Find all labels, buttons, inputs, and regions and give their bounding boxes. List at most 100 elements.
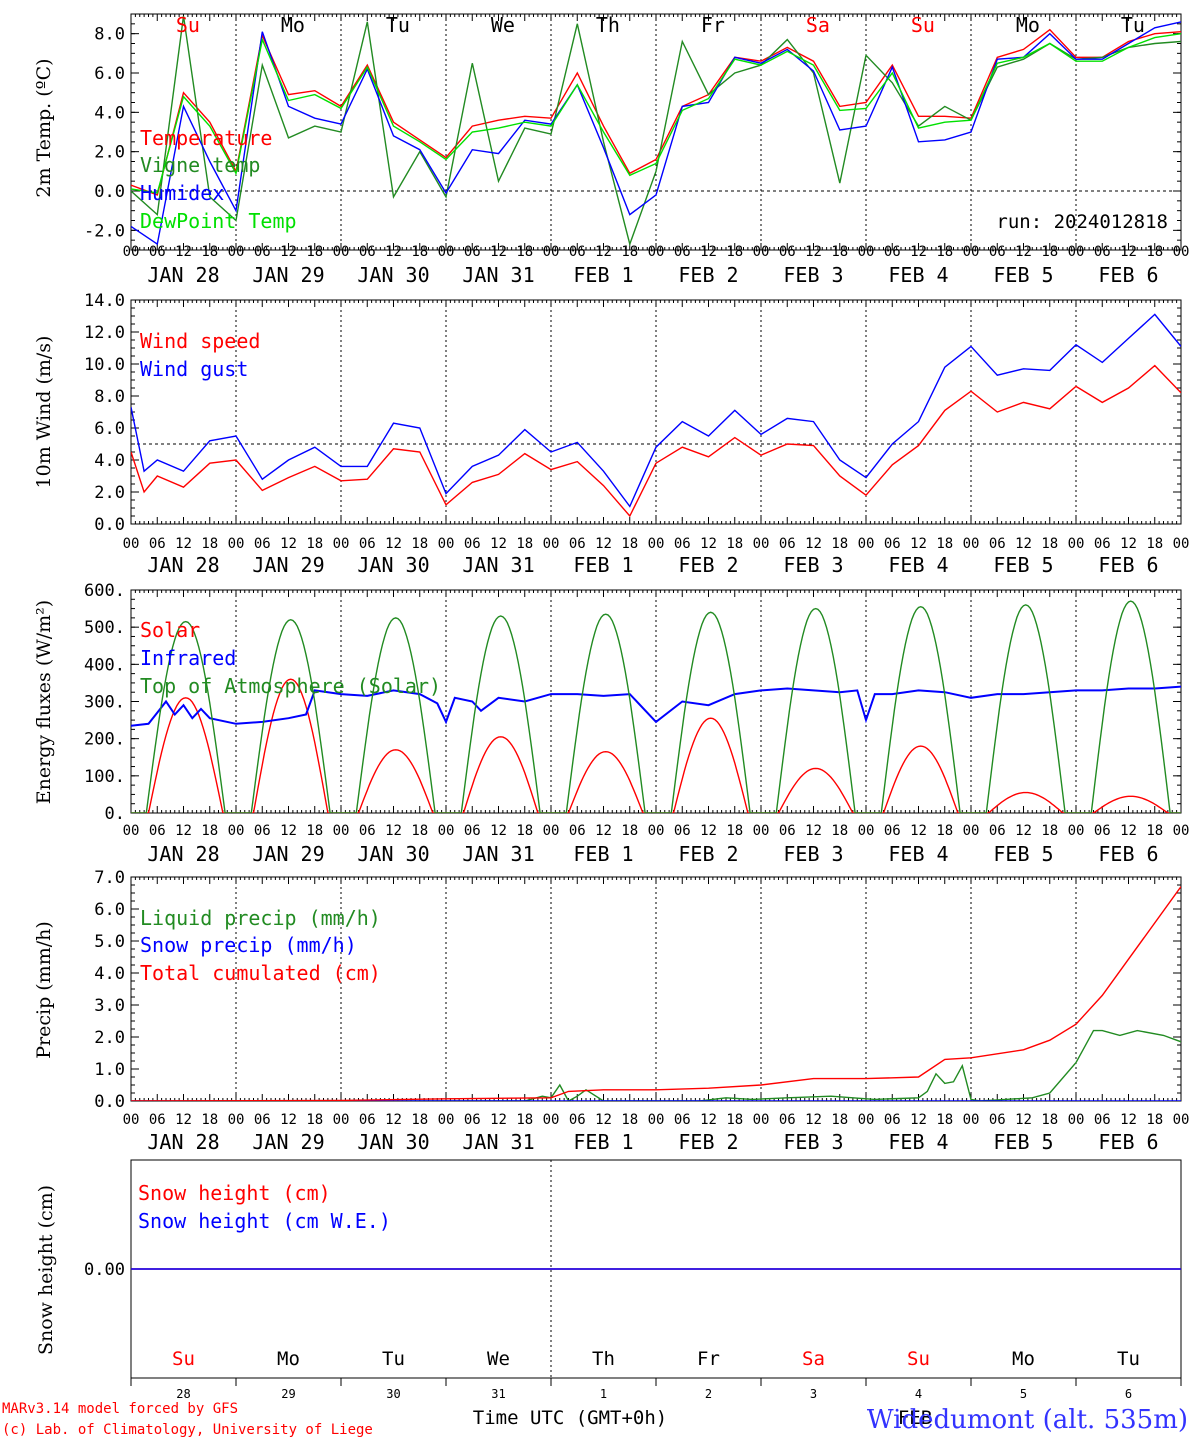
x-tick-label: 00: [648, 536, 665, 552]
x-tick-label: 06: [884, 536, 901, 552]
x-tick-label: 18: [831, 823, 848, 839]
x-tick-label: 12: [910, 244, 927, 260]
x-tick-label: 18: [306, 823, 323, 839]
weekday-label: Sa: [806, 13, 830, 37]
day-number: 4: [915, 1387, 922, 1401]
x-tick-label: 00: [1173, 536, 1190, 552]
x-tick-label: 06: [254, 1112, 271, 1128]
y-tick-label: 6.0: [94, 419, 125, 439]
x-tick-label: 18: [1146, 823, 1163, 839]
x-tick-label: 12: [490, 823, 507, 839]
x-tick-label: 06: [254, 536, 271, 552]
x-tick-label: 18: [621, 823, 638, 839]
x-tick-label: 06: [884, 823, 901, 839]
x-tick-label: 06: [149, 823, 166, 839]
x-tick-label: 06: [989, 536, 1006, 552]
x-tick-label: 00: [963, 1112, 980, 1128]
x-tick-label: 06: [569, 1112, 586, 1128]
x-tick-label: 00: [543, 536, 560, 552]
series-line-wind-speed: [131, 364, 1181, 518]
x-tick-label: 00: [858, 823, 875, 839]
x-tick-label: 18: [1146, 536, 1163, 552]
x-tick-label: 12: [1015, 536, 1032, 552]
x-tick-label: 00: [543, 244, 560, 260]
legend-entry: Vigne temp: [140, 153, 260, 177]
x-tick-label: 18: [516, 536, 533, 552]
day-label: JAN 30: [357, 1130, 429, 1154]
day-label: JAN 31: [462, 842, 534, 866]
x-tick-label: 00: [858, 244, 875, 260]
day-label: FEB 2: [678, 263, 738, 287]
x-tick-label: 06: [149, 536, 166, 552]
x-tick-label: 06: [569, 244, 586, 260]
x-tick-label: 12: [700, 823, 717, 839]
day-label: FEB 4: [888, 1130, 948, 1154]
legend-entry: Wind speed: [140, 329, 260, 353]
x-tick-label: 00: [858, 536, 875, 552]
weekday-label: Sa: [802, 1348, 825, 1370]
x-tick-label: 00: [333, 1112, 350, 1128]
legend-entry: DewPoint Temp: [140, 209, 297, 233]
x-tick-label: 18: [936, 823, 953, 839]
x-tick-label: 12: [805, 536, 822, 552]
panel-snow: 0.00 Snow height (cm) Snow height (cm) Snow…: [35, 1159, 1182, 1401]
y-tick-label: 12.0: [84, 323, 125, 343]
y-tick-label: 8.0: [94, 387, 125, 407]
series-line-humidex: [131, 21, 1181, 246]
x-tick-label: 12: [595, 244, 612, 260]
x-tick-label: 00: [333, 536, 350, 552]
y-axis-label: Precip (mm/h): [33, 921, 55, 1059]
x-tick-label: 06: [149, 1112, 166, 1128]
x-tick-label: 18: [936, 244, 953, 260]
x-tick-label: 00: [1068, 536, 1085, 552]
y-tick-label: 8.0: [94, 25, 125, 45]
x-tick-label: 12: [910, 536, 927, 552]
x-tick-label: 18: [831, 1112, 848, 1128]
day-number: 5: [1020, 1387, 1027, 1401]
x-tick-label: 00: [1173, 1112, 1190, 1128]
x-tick-label: 00: [1068, 823, 1085, 839]
x-tick-label: 06: [989, 823, 1006, 839]
legend-entry: Infrared: [140, 646, 236, 670]
x-tick-label: 18: [201, 536, 218, 552]
day-label: JAN 29: [252, 1130, 324, 1154]
x-tick-label: 06: [989, 244, 1006, 260]
x-tick-label: 00: [438, 244, 455, 260]
x-tick-label: 12: [280, 1112, 297, 1128]
y-tick-label: 4.0: [94, 451, 125, 471]
day-label: FEB 2: [678, 842, 738, 866]
weekday-label: Th: [596, 13, 620, 37]
x-tick-label: 06: [779, 1112, 796, 1128]
x-tick-label: 12: [1015, 244, 1032, 260]
weekday-label: Su: [172, 1348, 195, 1370]
x-tick-label: 06: [464, 536, 481, 552]
x-tick-label: 18: [201, 244, 218, 260]
x-tick-label: 06: [674, 536, 691, 552]
x-tick-label: 12: [595, 1112, 612, 1128]
series-line-vigne-temp: [131, 15, 1181, 247]
x-tick-label: 06: [464, 1112, 481, 1128]
y-tick-label: 0.0: [94, 1092, 125, 1112]
day-label: FEB 3: [783, 842, 843, 866]
day-label: FEB 3: [783, 1130, 843, 1154]
x-tick-label: 06: [464, 823, 481, 839]
legend-entry: Temperature: [140, 126, 272, 150]
x-tick-label: 00: [1068, 1112, 1085, 1128]
x-tick-label: 06: [779, 823, 796, 839]
x-tick-label: 12: [910, 1112, 927, 1128]
y-tick-label: 2.0: [94, 483, 125, 503]
x-tick-label: 18: [306, 1112, 323, 1128]
y-tick-label: 400.: [84, 655, 125, 675]
legend-entry: Total cumulated (cm): [140, 961, 381, 985]
x-tick-label: 00: [753, 1112, 770, 1128]
x-tick-label: 06: [464, 244, 481, 260]
y-tick-label: 1.0: [94, 1060, 125, 1080]
day-label: JAN 29: [252, 842, 324, 866]
day-label: FEB 5: [993, 553, 1053, 577]
y-tick-label: 7.0: [94, 868, 125, 888]
x-tick-label: 12: [385, 823, 402, 839]
x-tick-label: 12: [175, 244, 192, 260]
x-tick-label: 06: [674, 823, 691, 839]
x-tick-label: 06: [254, 823, 271, 839]
